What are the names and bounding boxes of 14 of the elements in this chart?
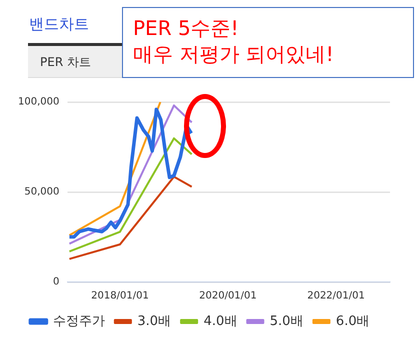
- x-tick-label: 2022/01/01: [307, 290, 365, 302]
- chart-subtitle: PER 차트: [40, 54, 91, 71]
- chart-title: 밴드차트: [29, 15, 89, 34]
- y-tick-label: 100,000: [18, 96, 60, 108]
- legend-label: 수정주가: [52, 314, 105, 329]
- text: PER 5수준! 매우 저평가 되어있네!: [122, 7, 414, 78]
- legend-label: 6.0배: [336, 314, 370, 329]
- y-tick-label: 0: [52, 276, 60, 288]
- y-tick-label: 50,000: [24, 186, 60, 198]
- legend-label: 4.0배: [204, 314, 238, 329]
- legend-label: 3.0배: [137, 314, 172, 329]
- x-tick-label: 2020/01/01: [199, 290, 257, 302]
- legend-label: 5.0배: [270, 314, 304, 329]
- x-tick-label: 2018/01/01: [91, 290, 149, 302]
